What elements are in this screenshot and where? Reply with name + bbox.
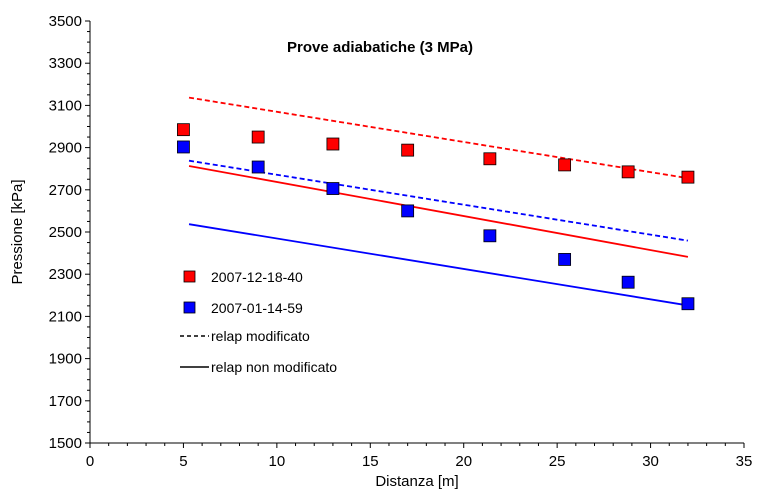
y-tick-label: 2300 [49,266,82,283]
axis-ticks [85,20,745,448]
legend-marker-2007-01-14-59 [183,301,196,314]
legend-marker-2007-12-18-40 [183,270,196,283]
series-line-4 [188,165,689,258]
data-point-1-1 [251,160,265,174]
y-tick-label: 3500 [49,13,82,30]
legend-label-relap-modificato: relap modificato [211,328,310,344]
data-point-0-2 [326,137,340,151]
legend-label-2007-12-18-40: 2007-12-18-40 [211,269,303,285]
series-line-2 [188,96,689,180]
data-markers [177,123,695,311]
x-tick-label: 10 [269,453,286,470]
y-tick-label: 2700 [49,182,82,199]
y-tick-label: 3300 [49,55,82,72]
data-point-1-5 [558,253,572,266]
data-point-0-3 [401,143,415,157]
axes [89,21,744,444]
x-tick-label: 15 [362,453,379,470]
data-point-1-3 [401,204,415,218]
data-point-0-0 [177,123,190,137]
legend-label-2007-01-14-59: 2007-01-14-59 [211,300,303,316]
legend-label-relap-non-modificato: relap non modificato [211,359,337,375]
x-tick-label: 25 [549,453,566,470]
data-point-0-7 [681,170,695,184]
legend: 2007-12-18-40 2007-01-14-59 relap modifi… [180,269,337,375]
y-tick-label: 1500 [49,435,82,452]
data-point-1-6 [621,275,635,289]
data-point-0-1 [251,130,265,144]
x-tick-label: 0 [86,453,94,470]
y-tick-label: 1700 [49,393,82,410]
data-point-1-7 [681,297,695,311]
y-axis-label: Pressione [kPa] [9,179,26,284]
x-tick-label: 5 [179,453,187,470]
data-point-1-2 [326,182,340,195]
data-point-0-5 [558,158,572,172]
y-tick-label: 1900 [49,351,82,368]
series-line-5 [188,223,689,307]
data-point-0-6 [621,165,635,179]
x-tick-label: 30 [642,453,659,470]
data-point-1-0 [177,140,190,154]
model-lines [188,96,689,307]
series-line-3 [188,159,689,242]
y-tick-label: 3100 [49,97,82,114]
x-tick-label: 35 [736,453,753,470]
x-tick-label: 20 [455,453,472,470]
data-point-1-4 [483,229,497,243]
data-point-0-4 [483,152,497,166]
y-tick-label: 2900 [49,140,82,157]
axis-tick-labels: 0 5 10 15 20 25 30 35 1500 1700 1900 2100 2300 2500 27… [49,13,753,470]
chart-title: Prove adiabatiche (3 MPa) [287,39,473,56]
y-tick-label: 2100 [49,308,82,325]
x-axis-label: Distanza [m] [375,473,458,490]
y-tick-label: 2500 [49,224,82,241]
